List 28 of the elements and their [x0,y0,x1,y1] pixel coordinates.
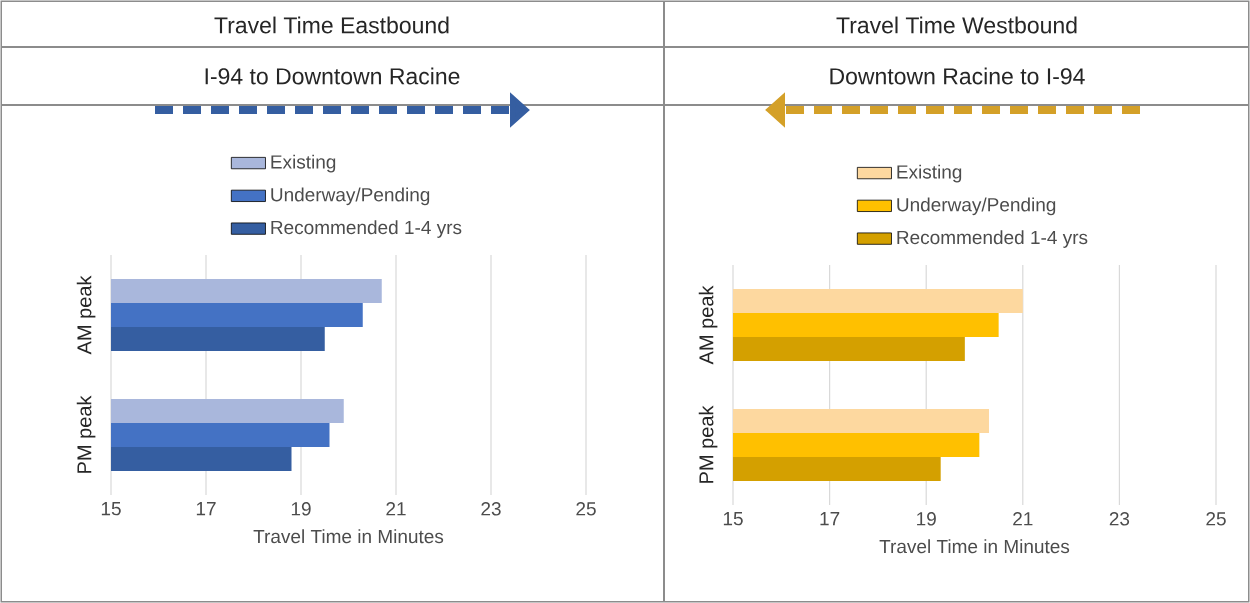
chart-subtitle: Downtown Racine to I-94 [830,67,1085,85]
x-tick-label: 17 [196,502,216,516]
x-tick-label: 25 [576,502,596,516]
x-tick-label: 17 [820,512,840,526]
chart-subtitle: I-94 to Downtown Racine [205,67,460,85]
y-tick-label: PM peak [698,405,718,483]
x-tick-label: 19 [917,512,936,526]
chart-title: Travel Time Eastbound [214,16,449,34]
x-tick-label: 21 [1013,512,1033,526]
x-tick-label: 25 [1206,512,1226,526]
y-tick-label: AM peak [76,275,96,355]
x-tick-label: 21 [386,502,406,516]
x-tick-label: 19 [291,502,311,516]
x-tick-label: 15 [723,512,743,526]
legend-label: Recommended 1-4 yrs [271,220,462,238]
legend-label: Recommended 1-4 yrs [897,230,1088,248]
legend-label: Existing [897,164,962,183]
chart-title: Travel Time Westbound [836,16,1077,34]
y-tick-label: AM peak [698,285,718,365]
legend-label: Underway/Pending [271,187,430,206]
legend-label: Existing [271,154,336,173]
x-axis-title: Travel Time in Minutes [253,529,444,544]
x-tick-label: 15 [101,502,121,516]
y-tick-label: PM peak [76,395,96,473]
x-tick-label: 23 [1109,512,1130,526]
x-axis-title: Travel Time in Minutes [879,539,1070,554]
x-tick-label: 23 [481,502,501,516]
legend-label: Underway/Pending [897,197,1056,216]
